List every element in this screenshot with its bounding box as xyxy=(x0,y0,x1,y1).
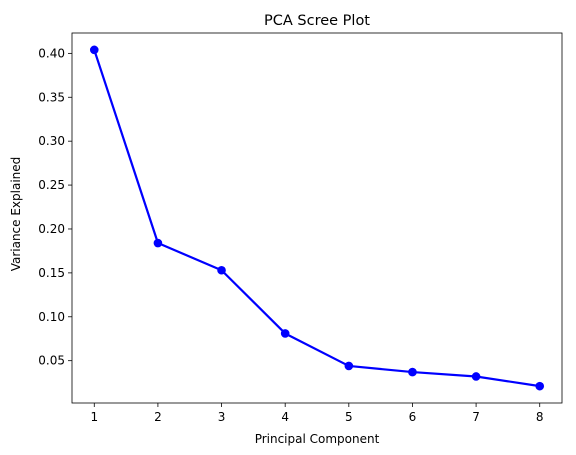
x-tick-label: 7 xyxy=(472,410,480,424)
x-tick-label: 2 xyxy=(154,410,162,424)
y-tick-label: 0.35 xyxy=(38,90,65,104)
plot-area: 1 2 3 4 5 6 7 8 0.05 0.10 0.15 0.20 0.25 0.30 0.35 0.40 xyxy=(38,32,563,424)
data-point xyxy=(408,367,417,377)
data-point xyxy=(217,265,226,275)
x-axis-label: Principal Component xyxy=(255,432,380,446)
x-tick-label: 8 xyxy=(536,410,544,424)
y-tick-label: 0.20 xyxy=(38,222,65,236)
y-tick-label: 0.05 xyxy=(38,354,65,368)
data-point xyxy=(344,361,354,371)
y-axis-label: Variance Explained xyxy=(9,157,23,272)
y-tick-label: 0.15 xyxy=(38,266,65,280)
series-line xyxy=(93,49,540,388)
y-tick-label: 0.40 xyxy=(38,46,65,60)
y-tick-label: 0.25 xyxy=(38,178,65,192)
chart-title: PCA Scree Plot xyxy=(264,13,370,29)
data-point xyxy=(280,329,290,338)
x-tick-label: 3 xyxy=(218,410,226,424)
x-tick-label: 5 xyxy=(345,410,353,424)
data-point xyxy=(89,45,99,55)
x-tick-label: 6 xyxy=(409,410,417,424)
data-point xyxy=(535,381,545,391)
data-point xyxy=(471,372,481,381)
y-tick-label: 0.30 xyxy=(38,134,65,148)
x-tick-label: 1 xyxy=(90,410,98,424)
axes-frame xyxy=(71,32,563,404)
data-point xyxy=(153,238,163,248)
x-tick-label: 4 xyxy=(281,410,289,424)
y-tick-label: 0.10 xyxy=(38,310,65,324)
